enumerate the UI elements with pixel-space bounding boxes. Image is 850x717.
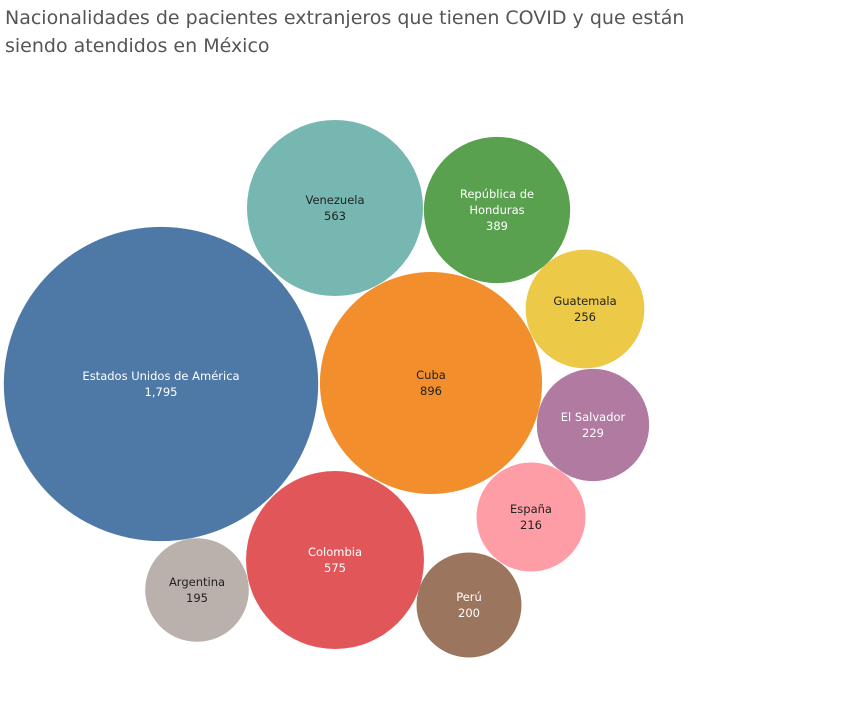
bubble-label-estados-unidos-de-america: Estados Unidos de América — [82, 369, 239, 383]
bubble-peru[interactable] — [416, 552, 522, 658]
bubble-label-argentina: Argentina — [169, 575, 225, 589]
bubble-label-venezuela: Venezuela — [305, 193, 364, 207]
bubble-value-venezuela: 563 — [324, 209, 346, 223]
bubble-value-el-salvador: 229 — [582, 426, 604, 440]
bubble-espana[interactable] — [476, 462, 586, 572]
bubble-guatemala[interactable] — [525, 249, 645, 369]
bubble-value-estados-unidos-de-america: 1,795 — [145, 385, 178, 399]
bubble-value-colombia: 575 — [324, 561, 346, 575]
bubble-value-republica-de-honduras: 389 — [486, 219, 508, 233]
bubble-value-espana: 216 — [520, 518, 542, 532]
bubble-label-espana: España — [510, 502, 552, 516]
bubble-el-salvador[interactable] — [536, 368, 650, 482]
bubble-cuba[interactable] — [319, 271, 543, 495]
bubble-value-argentina: 195 — [186, 591, 208, 605]
bubble-value-peru: 200 — [458, 606, 480, 620]
bubble-value-guatemala: 256 — [574, 310, 596, 324]
chart-title: Nacionalidades de pacientes extranjeros … — [5, 7, 685, 57]
bubble-colombia[interactable] — [246, 471, 424, 649]
bubble-label-colombia: Colombia — [308, 545, 362, 559]
bubble-republica-de-honduras[interactable] — [423, 136, 571, 284]
bubble-value-cuba: 896 — [420, 384, 442, 398]
bubble-estados-unidos-de-america[interactable] — [3, 226, 319, 542]
bubble-label-peru: Perú — [456, 590, 482, 604]
bubble-label-cuba: Cuba — [416, 368, 446, 382]
bubble-label-el-salvador: El Salvador — [561, 410, 626, 424]
bubble-label-republica-de-honduras: República de Honduras — [460, 187, 534, 217]
bubble-venezuela[interactable] — [246, 119, 424, 297]
bubble-argentina[interactable] — [145, 538, 249, 642]
bubble-label-guatemala: Guatemala — [553, 294, 616, 308]
